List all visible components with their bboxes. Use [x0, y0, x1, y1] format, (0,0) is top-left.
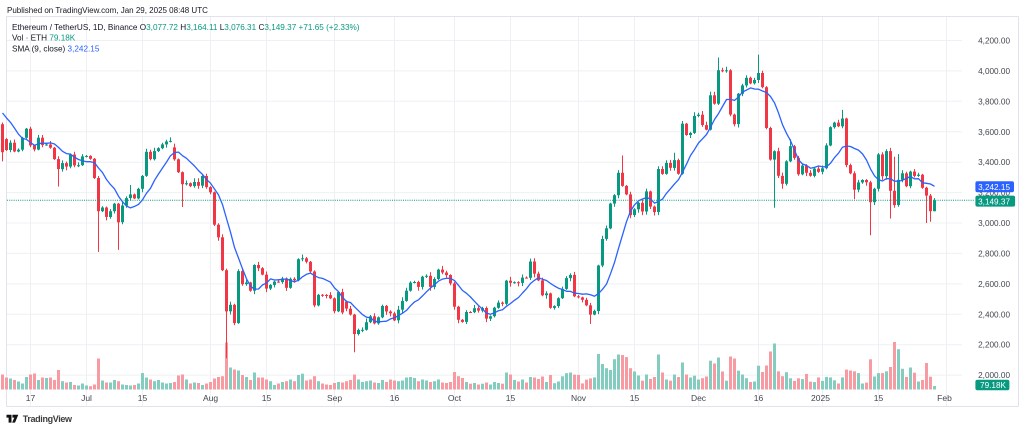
svg-text:3,600.00: 3,600.00 [978, 128, 1010, 137]
svg-text:Dec: Dec [691, 393, 707, 403]
svg-text:2,200.00: 2,200.00 [978, 341, 1010, 350]
svg-text:Sep: Sep [327, 393, 342, 403]
svg-text:Nov: Nov [571, 393, 587, 403]
svg-text:17: 17 [26, 393, 36, 403]
svg-text:Published on TradingView.com,: Published on TradingView.com, Jan 29, 20… [7, 6, 208, 15]
svg-text:15: 15 [138, 393, 148, 403]
svg-text:2,000.00: 2,000.00 [978, 371, 1010, 380]
svg-text:79.18K: 79.18K [980, 381, 1006, 390]
svg-text:2,800.00: 2,800.00 [978, 249, 1010, 258]
svg-text:3,800.00: 3,800.00 [978, 97, 1010, 106]
svg-text:3,400.00: 3,400.00 [978, 158, 1010, 167]
svg-text:3,149.37: 3,149.37 [978, 197, 1010, 206]
svg-text:3,000.00: 3,000.00 [978, 219, 1010, 228]
svg-text:4,200.00: 4,200.00 [978, 37, 1010, 46]
svg-text:3,242.15: 3,242.15 [978, 183, 1010, 192]
svg-text:2025: 2025 [811, 393, 830, 403]
svg-text:TradingView: TradingView [23, 414, 73, 424]
svg-text:Jul: Jul [81, 393, 92, 403]
svg-text:4,000.00: 4,000.00 [978, 67, 1010, 76]
svg-text:Oct: Oct [448, 393, 462, 403]
svg-text:2,600.00: 2,600.00 [978, 280, 1010, 289]
svg-text:15: 15 [262, 393, 272, 403]
svg-text:Feb: Feb [937, 393, 952, 403]
svg-text:Aug: Aug [203, 393, 218, 403]
svg-text:16: 16 [754, 393, 764, 403]
svg-text:15: 15 [506, 393, 516, 403]
svg-text:SMA (9, close) 3,242.15: SMA (9, close) 3,242.15 [12, 45, 100, 54]
svg-text:15: 15 [874, 393, 884, 403]
svg-text:2,400.00: 2,400.00 [978, 310, 1010, 319]
svg-text:Ethereum / TetherUS, 1D, Binan: Ethereum / TetherUS, 1D, Binance O3,077.… [12, 23, 360, 32]
svg-text:3,200.00: 3,200.00 [978, 189, 1010, 198]
svg-text:15: 15 [630, 393, 640, 403]
svg-text:16: 16 [390, 393, 400, 403]
svg-text:Vol · ETH 79.18K: Vol · ETH 79.18K [12, 34, 76, 43]
